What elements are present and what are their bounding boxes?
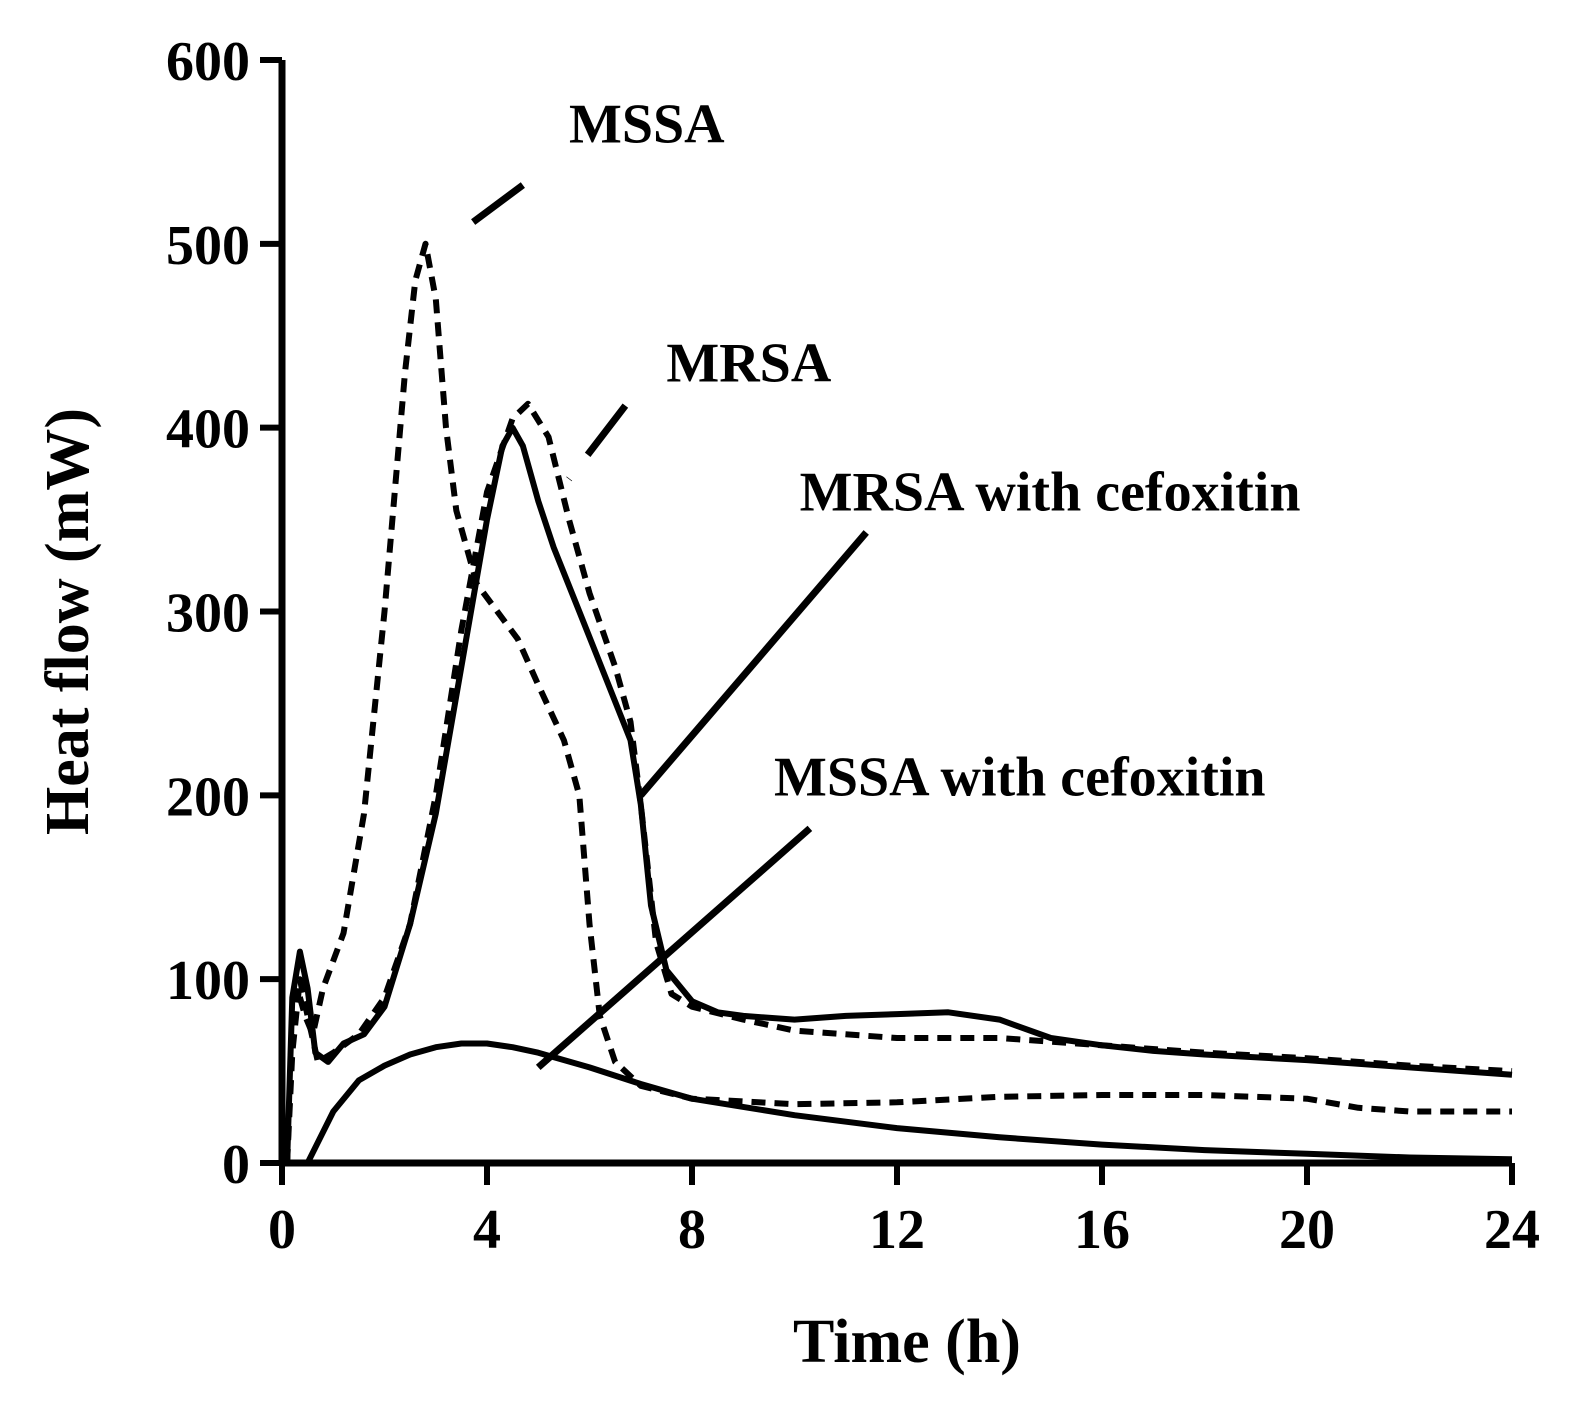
annotation-pointer-mrsa — [566, 403, 629, 482]
x-tick-label-4: 4 — [473, 1199, 501, 1261]
annotation-pointer-mssa — [454, 182, 525, 238]
x-ticks: 0 4 8 12 16 20 24 — [268, 1163, 1540, 1261]
series-line-mssa — [284, 240, 1512, 1164]
annotation-label-mrsa: MRSA — [666, 333, 831, 395]
x-tick-label-0: 0 — [268, 1199, 296, 1261]
y-tick-label-0: 0 — [222, 1134, 250, 1196]
annotation-pointer-mrsa-with-cefoxitin — [638, 530, 869, 798]
y-tick-label-300: 300 — [166, 583, 250, 645]
x-tick-label-8: 8 — [678, 1199, 706, 1261]
x-tick-label-16: 16 — [1074, 1199, 1130, 1261]
series-layer — [284, 240, 1513, 1165]
annotation-pointer-mssa-with-cefoxitin — [535, 825, 813, 1071]
annotation-labels: MSSA MRSA MRSA with cefoxitin MSSA with cef… — [569, 94, 1300, 809]
y-tick-label-400: 400 — [166, 399, 250, 461]
x-tick-label-24: 24 — [1484, 1199, 1540, 1261]
annotation-label-mrsa-with-cefoxitin: MRSA with cefoxitin — [800, 461, 1301, 523]
y-tick-label-200: 200 — [166, 766, 250, 828]
axes: 0 4 8 12 16 20 24 0 100 200 300 400 500 600 — [166, 31, 1540, 1261]
annotation-label-mssa: MSSA — [569, 94, 725, 156]
x-tick-label-12: 12 — [869, 1199, 925, 1261]
annotation-label-mssa-with-cefoxitin: MSSA with cefoxitin — [774, 746, 1266, 808]
x-axis-title: Time (h) — [793, 1308, 1021, 1376]
annotation-pointers — [454, 182, 869, 1071]
y-tick-label-500: 500 — [166, 215, 250, 277]
series-line-mrsa-with-cefoxitin — [284, 424, 1513, 1164]
series-line-mssa-with-cefoxitin — [304, 1040, 1513, 1165]
y-ticks: 0 100 200 300 400 500 600 — [166, 31, 282, 1196]
y-axis-title: Heat flow (mW) — [34, 408, 102, 835]
y-tick-label-100: 100 — [166, 950, 250, 1012]
y-tick-label-600: 600 — [166, 31, 250, 93]
x-tick-label-20: 20 — [1279, 1199, 1335, 1261]
